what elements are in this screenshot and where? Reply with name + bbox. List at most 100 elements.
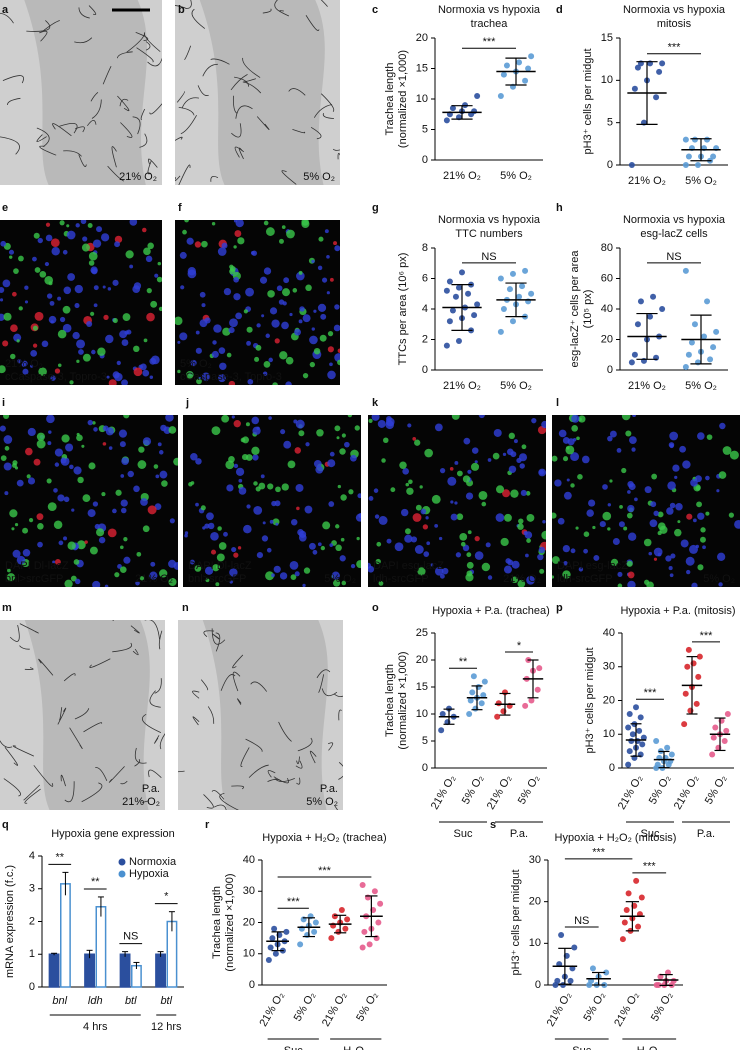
cell: [335, 544, 342, 552]
cell: [92, 580, 101, 587]
trachea-branch: [278, 721, 292, 742]
cell: [88, 260, 95, 266]
trachea-branch: [256, 116, 270, 131]
trachea-branch: [232, 95, 238, 114]
trachea-branch: [19, 645, 30, 650]
cell: [675, 503, 683, 511]
cell: [76, 339, 86, 349]
trachea-branch: [203, 794, 214, 809]
cell: [415, 504, 422, 511]
cell: [50, 375, 56, 381]
cell: [102, 442, 107, 446]
cell: [140, 498, 148, 506]
trachea-branch: [2, 75, 24, 84]
image-label: bnl>srcGFP: [5, 573, 63, 585]
data-point: [571, 944, 578, 951]
cell: [308, 542, 316, 550]
cell: [67, 541, 76, 550]
cell: [3, 435, 13, 444]
cell: [153, 464, 159, 469]
cell: [242, 436, 250, 444]
cell: [66, 224, 70, 228]
cell: [204, 566, 214, 575]
x-tick-label: 5% O₂: [516, 773, 542, 807]
data-point: [338, 907, 345, 913]
cell: [243, 309, 248, 314]
data-point: [500, 71, 507, 78]
cell: [517, 579, 526, 587]
cell: [157, 261, 162, 266]
y-tick-label: 60: [601, 272, 613, 284]
cell: [474, 536, 480, 542]
cell: [93, 285, 99, 291]
significance-label: ***: [483, 36, 497, 48]
trachea-branch: [59, 707, 63, 721]
cell: [518, 518, 524, 524]
cell: [97, 347, 106, 356]
data-point: [654, 761, 661, 768]
trachea-branch: [184, 45, 192, 61]
cell: [674, 528, 682, 537]
cell: [623, 526, 628, 531]
cell: [184, 533, 188, 538]
cell: [129, 264, 134, 269]
cell: [502, 452, 507, 456]
data-point: [682, 162, 689, 168]
cell: [72, 331, 80, 340]
cell: [329, 277, 334, 282]
legend-marker: [118, 870, 126, 878]
data-point: [685, 646, 692, 653]
data-point: [626, 711, 633, 717]
cell: [609, 430, 617, 438]
data-point: [626, 748, 633, 755]
panel-letter: a: [2, 4, 9, 16]
cell: [537, 553, 544, 561]
data-point: [525, 65, 532, 72]
data-point: [459, 269, 465, 276]
cell: [269, 307, 278, 315]
cell: [696, 501, 702, 508]
significance-label: ***: [643, 861, 657, 873]
trachea-branch: [134, 747, 147, 764]
data-point: [653, 94, 660, 101]
cell: [302, 583, 306, 587]
cell: [607, 435, 613, 442]
trachea-branch: [210, 176, 219, 182]
cell: [156, 276, 162, 283]
trachea-branch: [234, 76, 250, 87]
cell: [233, 276, 239, 283]
cell: [368, 418, 373, 423]
cell: [64, 579, 73, 587]
cell: [112, 318, 118, 324]
image-label: 5% O₂: [180, 358, 212, 370]
cell: [136, 551, 142, 557]
significance-label: NS: [666, 251, 681, 263]
trachea-branch: [178, 106, 195, 116]
x-tick-label: 5% O₂: [649, 990, 675, 1024]
image-label: P.a.: [142, 783, 160, 795]
cell: [137, 460, 147, 469]
data-point: [471, 312, 478, 319]
cell: [13, 268, 19, 274]
data-point: [269, 935, 276, 942]
y-tick-label: 20: [603, 694, 615, 706]
trachea-branch: [309, 750, 317, 764]
cell: [466, 561, 474, 569]
cell: [368, 562, 372, 569]
data-point: [446, 278, 453, 285]
cell: [525, 553, 529, 558]
cell: [478, 415, 485, 419]
trachea-branch: [63, 673, 76, 682]
cell: [276, 285, 283, 292]
cell: [541, 420, 546, 429]
trachea-branch: [81, 782, 103, 803]
trachea-branch: [175, 175, 181, 182]
cell: [541, 530, 546, 540]
data-point: [359, 944, 366, 951]
y-tick-label: 15: [601, 32, 613, 44]
cell: [215, 582, 220, 587]
data-point: [439, 711, 446, 717]
y-axis-label: esg-lacZ⁺ cells per area: [569, 250, 581, 368]
panel-letter: q: [2, 819, 9, 831]
image-label: 5% O₂: [324, 573, 356, 585]
